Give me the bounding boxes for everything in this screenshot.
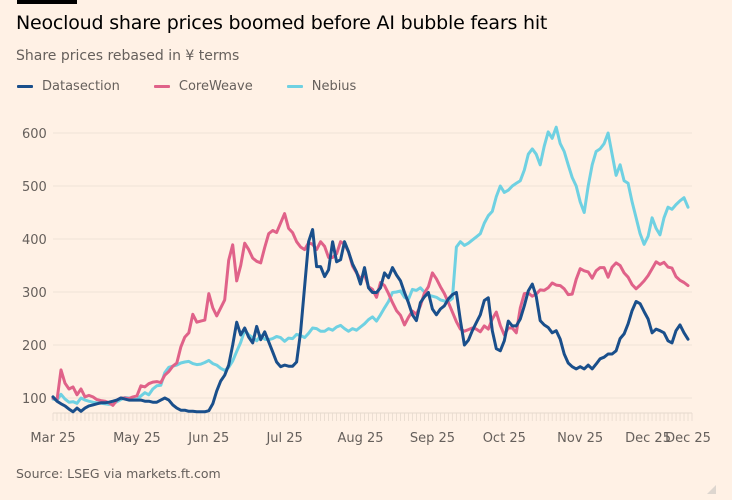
x-tick-label: Aug 25 [337,431,383,446]
brand-bar [17,0,77,4]
legend-swatch-datasection [17,85,33,88]
chart-subtitle: Share prices rebased in ¥ terms [16,48,240,64]
legend-swatch-nebius [286,85,303,88]
legend-item-coreweave: CoreWeave [153,79,253,94]
gridlines [53,132,692,399]
source-note: Source: LSEG via markets.ft.com [16,466,221,481]
y-tick-label: 200 [22,339,47,354]
x-tick-label: May 25 [113,431,161,446]
x-tick-label: Dec 25 [665,431,711,446]
y-tick-label: 400 [22,233,47,248]
series-line-coreweave [51,212,690,407]
legend-label: Datasection [42,79,120,94]
chart-title: Neocloud share prices boomed before AI b… [16,12,548,34]
series-lines [51,125,690,414]
legend-label: CoreWeave [178,79,253,94]
x-tick-label: Nov 25 [557,431,603,446]
resize-handle[interactable] [707,485,716,494]
legend: Datasection CoreWeave Nebius [17,79,356,94]
y-tick-label: 600 [22,127,47,142]
x-tick-label: Sep 25 [410,431,455,446]
x-tick-label: Jul 25 [265,431,302,446]
y-tick-label: 300 [22,286,47,301]
legend-swatch-coreweave [153,85,170,88]
y-tick-label: 100 [22,392,47,407]
series-line-nebius [51,125,690,406]
x-tick-label: Mar 25 [30,431,75,446]
legend-label: Nebius [311,79,357,94]
y-tick-label: 500 [22,180,47,195]
x-tick-label: Jun 25 [187,431,229,446]
x-tick-label: Oct 25 [483,431,526,446]
series-line-datasection [51,228,690,414]
y-axis: 100 200 300 400 500 600 [22,127,47,407]
legend-item-datasection: Datasection [17,79,120,94]
x-tick-label: Dec 25 [625,431,671,446]
legend-item-nebius: Nebius [286,79,357,94]
x-axis: Mar 25 May 25 Jun 25 Jul 25 Aug 25 Sep 25 Oct … [30,412,711,446]
